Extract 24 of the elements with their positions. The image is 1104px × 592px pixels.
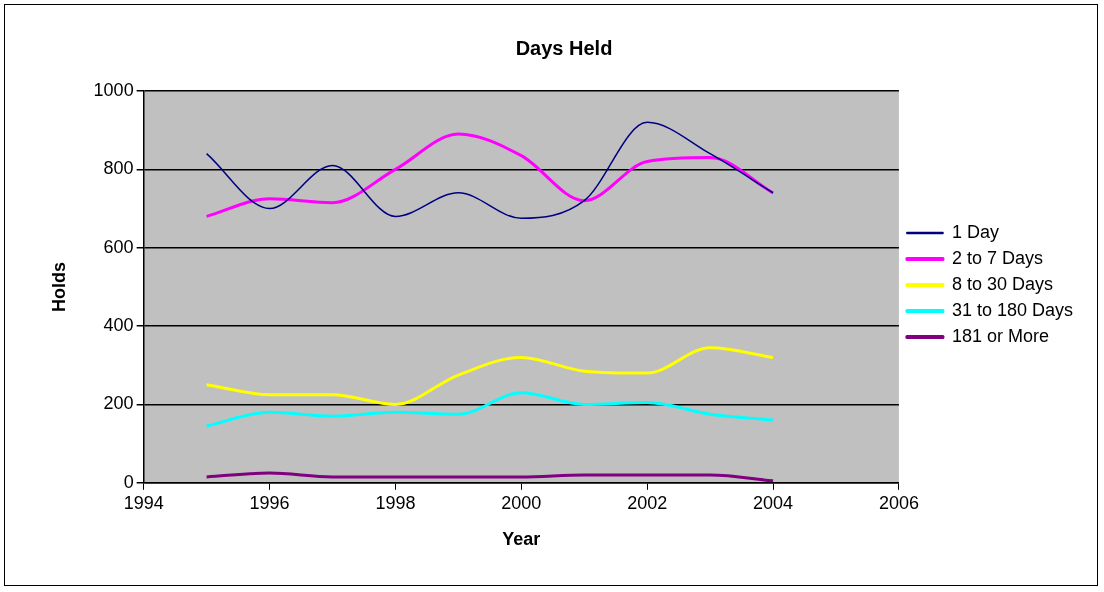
legend-label: 8 to 30 Days [951, 273, 1053, 294]
x-tick-label: 2006 [878, 492, 919, 513]
x-tick-label: 2002 [627, 492, 668, 513]
x-axis-title: Year [502, 529, 541, 550]
legend-label: 2 to 7 Days [951, 247, 1043, 268]
y-tick-label: 1000 [93, 79, 134, 100]
x-tick-label: 1998 [375, 492, 416, 513]
line-series [205, 471, 775, 483]
y-tick-label: 0 [123, 471, 134, 492]
line-series [205, 346, 775, 406]
legend-label: 1 Day [951, 221, 999, 242]
legend-label: 181 or More [951, 325, 1049, 346]
line-series [205, 391, 775, 428]
chart-title: Days Held [515, 36, 613, 59]
x-tick-label: 1994 [123, 492, 164, 513]
x-tick-label: 2004 [753, 492, 794, 513]
y-tick-label: 800 [103, 158, 134, 179]
y-tick-label: 200 [103, 393, 134, 414]
y-tick-label: 600 [103, 236, 134, 257]
y-tick-label: 400 [103, 315, 134, 336]
legend-label: 31 to 180 Days [951, 299, 1073, 320]
x-tick-label: 1996 [249, 492, 290, 513]
y-axis-title: Holds [48, 261, 69, 312]
x-tick-label: 2000 [501, 492, 542, 513]
